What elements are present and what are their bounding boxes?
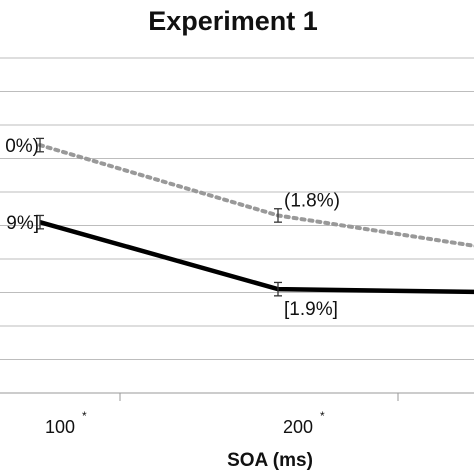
series-line-0	[38, 143, 474, 248]
grid-lines	[0, 57, 474, 401]
data-label: 0%)	[5, 136, 39, 157]
error-bar	[36, 137, 44, 153]
data-label: 9%]	[6, 213, 39, 234]
x-tick-label: 200	[283, 417, 313, 437]
series-lines	[36, 137, 474, 297]
data-labels: 0%) (1.8%) 9%] [1.9%]	[5, 136, 340, 320]
significance-mark: *	[320, 409, 325, 423]
error-bar	[274, 281, 282, 297]
error-bar	[274, 208, 282, 223]
series-line-1	[39, 219, 474, 295]
data-label: [1.9%]	[284, 299, 338, 320]
x-axis-label: SOA (ms)	[227, 450, 313, 471]
error-bar	[36, 214, 44, 230]
x-tick-label: 100	[45, 417, 75, 437]
x-tick-labels: 100*200*300	[45, 409, 325, 437]
data-label: (1.8%)	[284, 190, 340, 211]
significance-mark: *	[82, 409, 87, 423]
chart-title: Experiment 1	[148, 6, 318, 36]
